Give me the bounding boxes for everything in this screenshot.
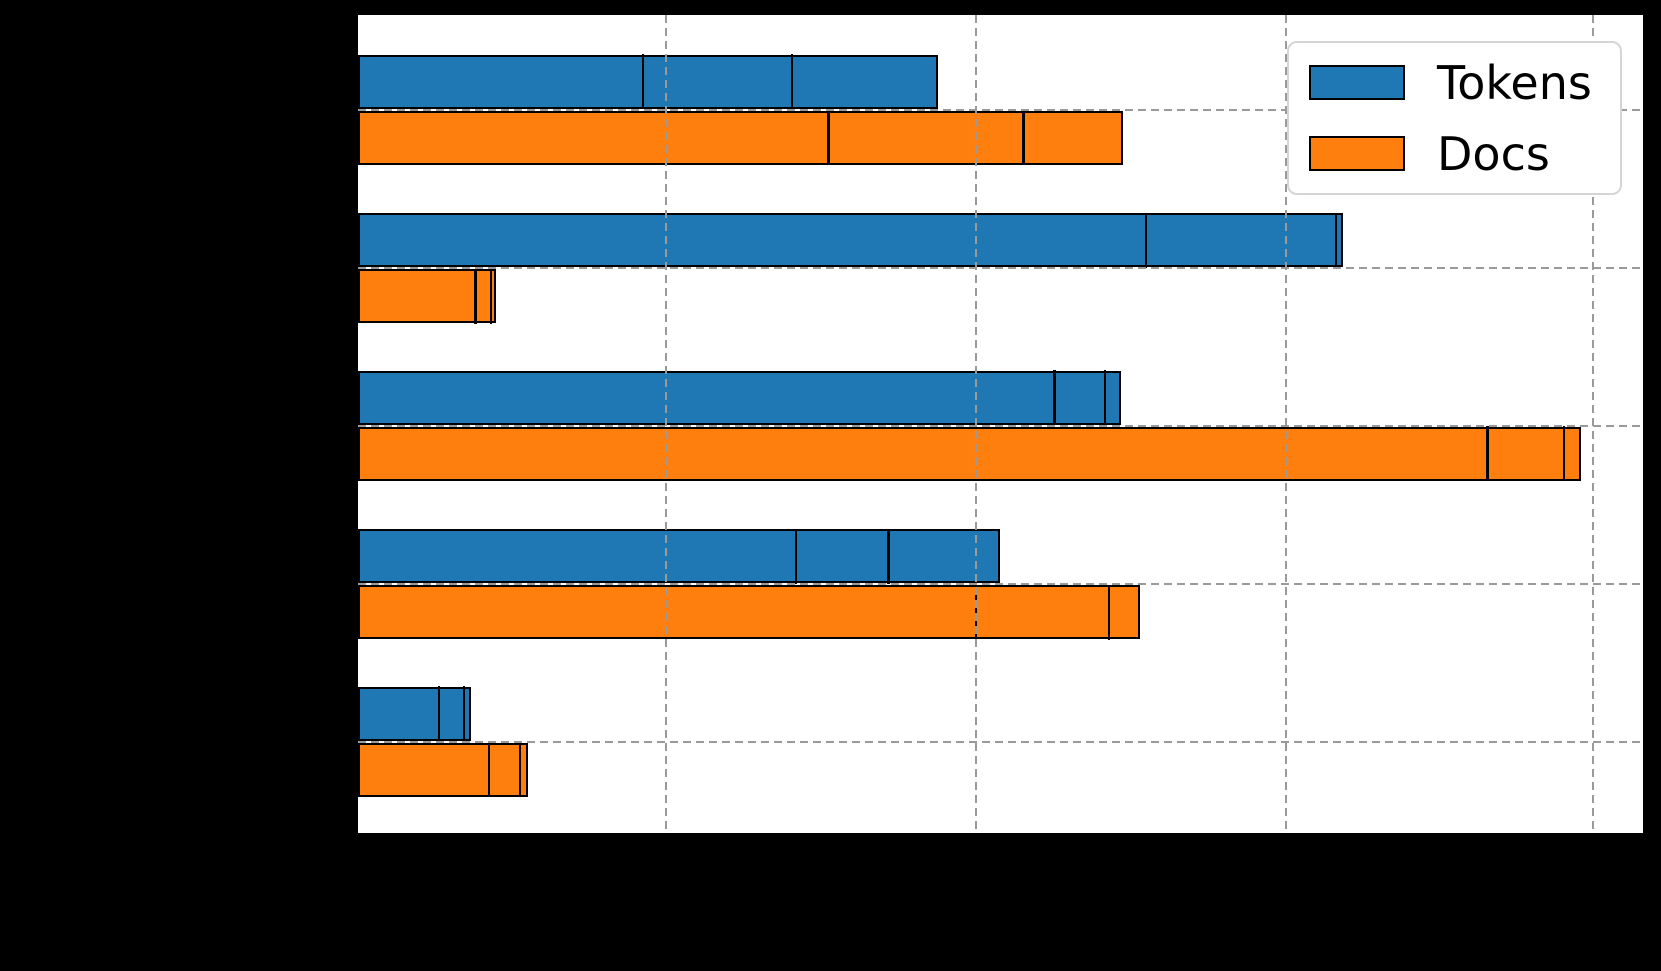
- bar-segment-divider: [1103, 370, 1107, 426]
- plot-area: Tokens Docs: [358, 15, 1643, 833]
- x-gridline: [664, 15, 667, 833]
- bar-segment-divider: [1107, 584, 1111, 640]
- bar-segment-divider: [487, 742, 491, 798]
- y-gridline: [358, 267, 1643, 269]
- bar-segment-divider: [1144, 212, 1148, 268]
- bar-segment-divider: [1562, 426, 1566, 482]
- x-gridline: [1591, 15, 1594, 833]
- bar-segment-divider: [462, 686, 466, 742]
- bar-segment-divider: [1486, 426, 1489, 482]
- bar-tokens-group-3: [358, 370, 1122, 426]
- bar-tokens-group-4: [358, 528, 1000, 584]
- bar-tokens-group-5: [358, 686, 471, 742]
- bar-tokens-group-1: [358, 54, 939, 110]
- bar-docs-group-2: [358, 268, 496, 324]
- bar-segment-divider: [1334, 212, 1338, 268]
- legend-entry-tokens: Tokens: [1309, 47, 1620, 118]
- x-gridline: [975, 15, 978, 833]
- docs-color-swatch: [1309, 136, 1405, 171]
- bar-segment-divider: [489, 268, 493, 324]
- x-gridline: [1284, 15, 1287, 833]
- bar-segment-divider: [887, 528, 890, 584]
- bar-segment-divider: [518, 742, 522, 798]
- bar-segment-divider: [474, 268, 477, 324]
- bar-docs-group-5: [358, 742, 528, 798]
- bar-tokens-group-2: [358, 212, 1343, 268]
- bar-segment-divider: [641, 54, 645, 110]
- bar-segment-divider: [1053, 370, 1056, 426]
- bar-segment-divider: [437, 686, 441, 742]
- bar-docs-group-4: [358, 584, 1141, 640]
- y-gridline: [358, 740, 1643, 743]
- tokens-color-swatch: [1309, 65, 1405, 100]
- bar-segment-divider: [827, 110, 830, 166]
- bar-segment-divider: [1022, 110, 1025, 166]
- y-gridline: [358, 583, 1643, 585]
- legend: Tokens Docs: [1287, 41, 1622, 195]
- bar-segment-divider: [790, 54, 794, 110]
- legend-label-tokens: Tokens: [1437, 55, 1592, 110]
- bar-docs-group-3: [358, 426, 1582, 482]
- y-gridline: [358, 424, 1643, 427]
- legend-entry-docs: Docs: [1309, 118, 1620, 189]
- legend-label-docs: Docs: [1437, 126, 1550, 181]
- bar-segment-divider: [794, 528, 798, 584]
- bar-docs-group-1: [358, 110, 1123, 166]
- y-gridline: [358, 108, 1643, 111]
